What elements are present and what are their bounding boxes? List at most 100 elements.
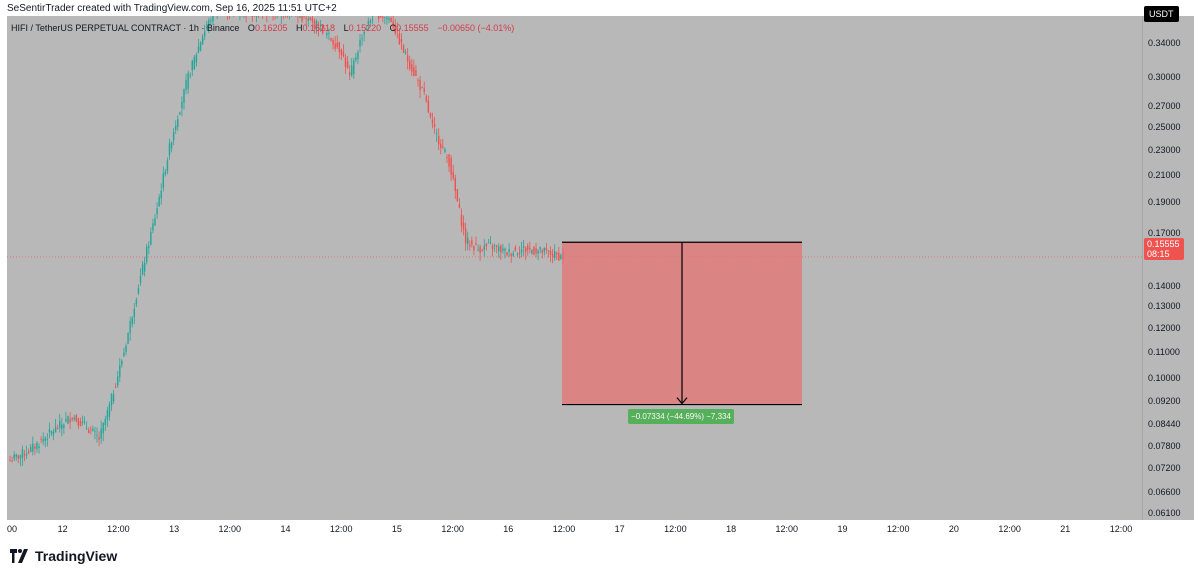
price-chart[interactable]: [7, 16, 1142, 520]
brand-name: TradingView: [35, 548, 118, 564]
candle: [305, 16, 307, 26]
candle: [181, 96, 183, 117]
time-tick-label: 13: [169, 524, 180, 534]
time-tick-label: 19: [837, 524, 848, 534]
candle: [516, 252, 519, 257]
candle: [285, 16, 286, 18]
candle: [27, 448, 30, 455]
candle: [193, 55, 196, 71]
candle: [127, 332, 129, 345]
candle: [512, 250, 514, 257]
time-axis[interactable]: 00 12 12:00 13 12:00 14 12:00 15 12:00 16 12:00 17 1…: [7, 520, 1142, 538]
candle: [454, 174, 457, 200]
candle: [315, 19, 318, 34]
candle: [258, 16, 259, 18]
close-value: 0.15555: [396, 23, 429, 33]
candle: [11, 456, 13, 463]
candle: [400, 33, 403, 50]
candle: [139, 268, 142, 286]
price-tick-label: 0.06600: [1148, 486, 1181, 497]
candle: [245, 16, 247, 23]
candle: [187, 70, 189, 94]
candle: [154, 213, 156, 227]
candle: [365, 25, 367, 31]
candle: [487, 238, 490, 244]
time-tick-label: 12:00: [107, 524, 130, 534]
symbol-legend: HIFI / TetherUS PERPETUAL CONTRACT · 1h …: [11, 23, 514, 33]
candle: [206, 20, 208, 31]
candle: [545, 243, 548, 254]
candle: [52, 428, 55, 441]
candle: [59, 413, 61, 433]
candle: [299, 16, 301, 19]
candle: [469, 240, 471, 251]
candle: [114, 383, 117, 389]
price-tick-label: 0.14000: [1148, 280, 1181, 291]
price-axis[interactable]: [1142, 16, 1194, 520]
candle: [9, 455, 11, 462]
candle: [498, 243, 500, 258]
candle: [398, 28, 401, 45]
candle: [346, 55, 349, 69]
candle: [81, 415, 84, 426]
candle: [551, 248, 554, 264]
candle: [50, 430, 53, 437]
candle: [208, 17, 210, 34]
candle: [69, 412, 71, 430]
measure-arrow-head-icon: [676, 397, 688, 405]
tradingview-logo-icon: [10, 549, 28, 563]
candle: [502, 244, 504, 254]
low-key: L: [343, 23, 349, 33]
candle: [32, 436, 34, 456]
currency-button[interactable]: USDT: [1144, 6, 1179, 22]
candle: [125, 343, 127, 356]
candle: [481, 248, 483, 252]
candle: [483, 239, 485, 257]
time-tick-label: 12:00: [886, 524, 910, 534]
candle: [172, 128, 175, 146]
candle: [274, 16, 276, 20]
chart-frame[interactable]: HIFI / TetherUS PERPETUAL CONTRACT · 1h …: [7, 16, 1194, 520]
candle: [150, 227, 152, 246]
candle: [106, 406, 109, 427]
candle: [524, 246, 527, 261]
candle: [309, 16, 312, 21]
candle: [135, 297, 138, 308]
candle: [462, 215, 465, 236]
last-price-value: 0.15555: [1147, 239, 1180, 249]
symbol-name[interactable]: HIFI / TetherUS PERPETUAL CONTRACT · 1h …: [11, 23, 240, 33]
candle: [520, 241, 523, 258]
price-tick-label: 0.27000: [1148, 100, 1181, 111]
candle: [377, 16, 380, 23]
candle: [199, 41, 202, 52]
candle: [203, 24, 206, 41]
candle: [384, 16, 386, 25]
candle: [452, 164, 454, 181]
measure-label: −0.07334 (−44.69%) −7,334: [628, 409, 734, 424]
tradingview-brand[interactable]: TradingView: [8, 548, 117, 564]
high-value: 0.16218: [302, 23, 336, 33]
candle: [201, 33, 204, 45]
time-tick-label: 21: [1060, 524, 1071, 534]
candle: [38, 443, 40, 454]
candle: [359, 33, 361, 53]
candle: [456, 188, 459, 202]
candle: [189, 72, 191, 79]
time-tick-label: 15: [391, 524, 402, 534]
candle: [495, 244, 498, 254]
candle: [464, 222, 467, 251]
candle: [491, 243, 494, 257]
candle: [444, 147, 446, 154]
candle: [543, 247, 546, 256]
candle: [239, 16, 241, 21]
candle: [330, 37, 332, 42]
candle: [473, 245, 475, 256]
candle: [311, 16, 314, 24]
candle: [229, 16, 230, 19]
candle: [510, 252, 512, 263]
candle: [162, 166, 165, 192]
candle: [25, 445, 28, 460]
candle: [489, 236, 492, 245]
candle: [332, 37, 334, 50]
candle: [514, 245, 517, 252]
